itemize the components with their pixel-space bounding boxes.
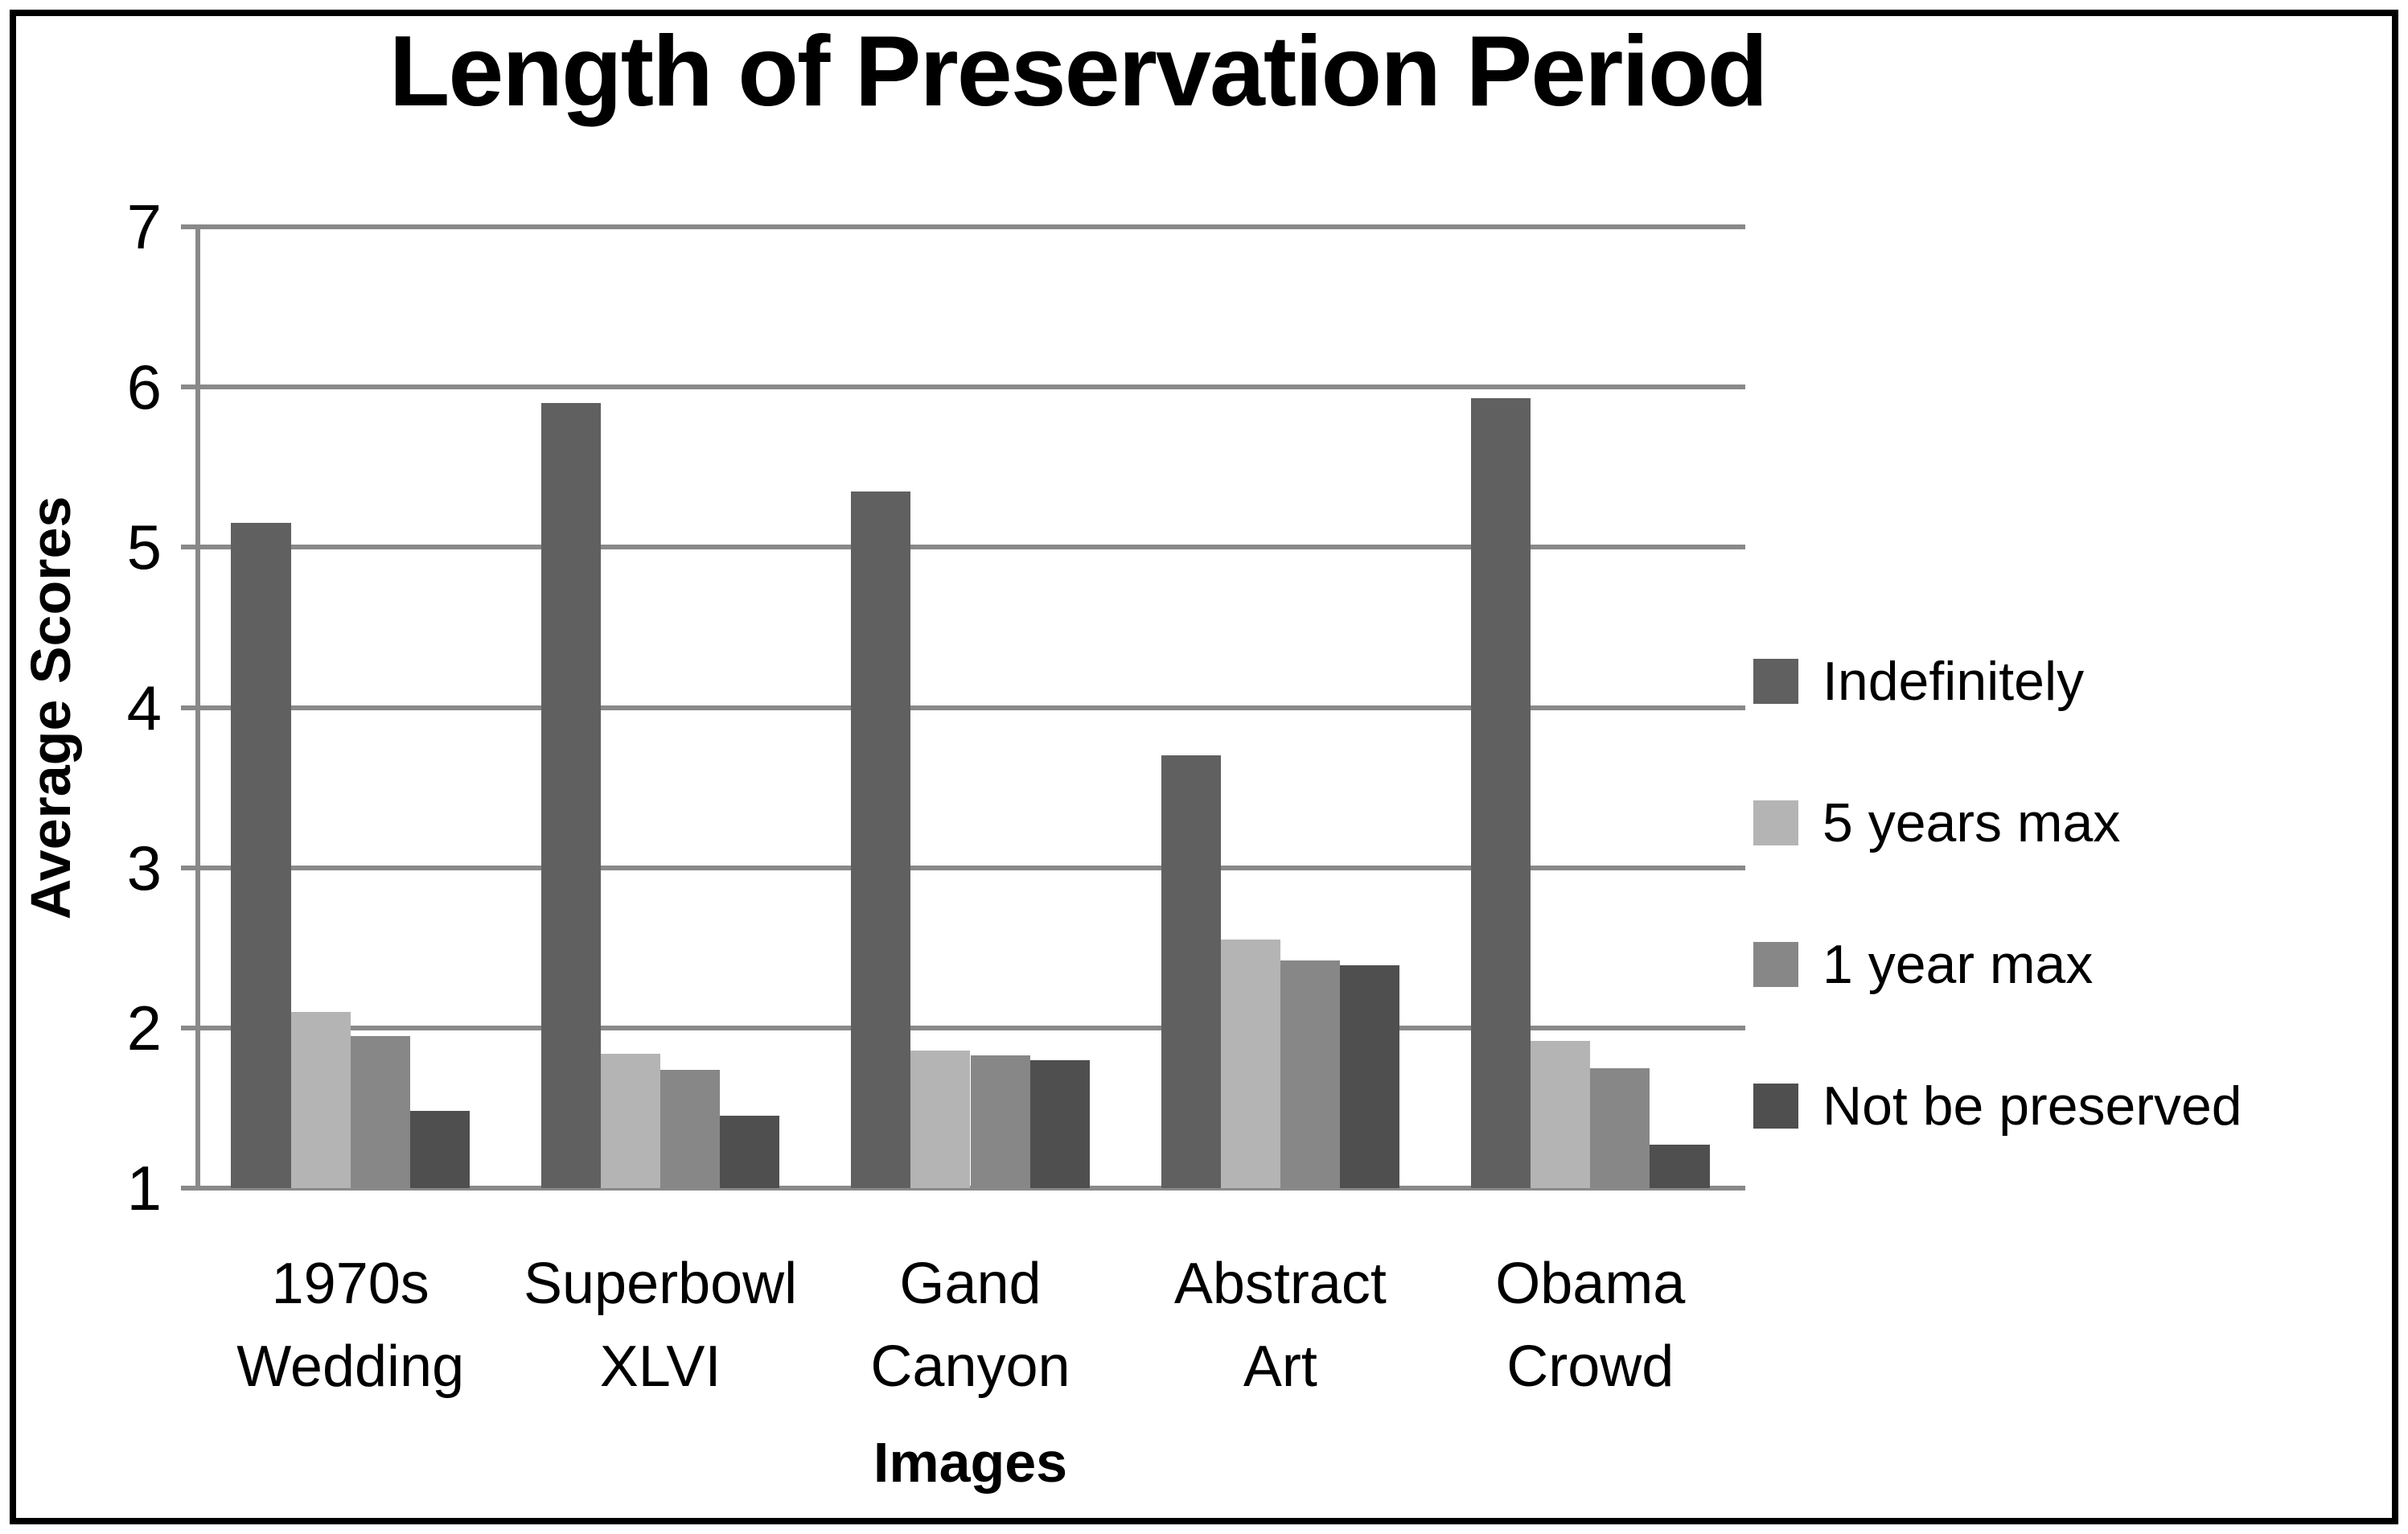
legend-item-not-be-preserved: Not be preserved <box>1753 1075 2242 1137</box>
category-label-gand-canyon: Gand Canyon <box>870 1252 1070 1399</box>
legend-label: 1 year max <box>1822 934 2094 995</box>
category-axis-labels: 1970s Wedding Superbowl XLVI Gand Canyon Abstr… <box>195 1243 1745 1412</box>
bar-1-year-max-superbowl-xlvi <box>660 1069 721 1188</box>
gridline-y-7 <box>181 224 1745 229</box>
y-tick-label-7: 7 <box>126 191 162 262</box>
bar-5-years-max-1970s-wedding <box>290 1011 351 1188</box>
y-tick-label-2: 2 <box>126 992 162 1063</box>
bar-1-year-max-gand-canyon <box>970 1055 1030 1188</box>
bar-indefinitely-abstract-art <box>1161 755 1221 1188</box>
gridline-y-2 <box>181 1025 1745 1030</box>
legend-label: Indefinitely <box>1822 651 2085 712</box>
bar-5-years-max-gand-canyon <box>910 1050 971 1188</box>
bar-5-years-max-superbowl-xlvi <box>600 1053 661 1188</box>
legend-swatch-icon <box>1753 1084 1798 1129</box>
bar-indefinitely-obama-crowd <box>1470 398 1531 1188</box>
legend-swatch-icon <box>1753 800 1798 845</box>
chart-title: Length of Preservation Period <box>388 16 1769 127</box>
bar-indefinitely-superbowl-xlvi <box>540 403 601 1188</box>
gridline-y-6 <box>181 385 1745 390</box>
bar-1-year-max-1970s-wedding <box>350 1035 410 1188</box>
bar-not-be-preserved-abstract-art <box>1340 965 1400 1188</box>
gridline-y-4 <box>181 705 1745 710</box>
gridline-y-3 <box>181 865 1745 870</box>
category-label-superbowl-xlvi: Superbowl XLVI <box>523 1252 798 1399</box>
y-tick-label-1: 1 <box>126 1153 162 1223</box>
x-axis-title: Images <box>873 1431 1068 1494</box>
y-tick-label-6: 6 <box>126 352 162 423</box>
legend-label: Not be preserved <box>1822 1075 2242 1137</box>
bar-indefinitely-gand-canyon <box>851 491 911 1188</box>
category-label-1970s-wedding: 1970s Wedding <box>236 1252 465 1399</box>
legend-item-indefinitely: Indefinitely <box>1753 650 2242 713</box>
legend-item-5-years-max: 5 years max <box>1753 792 2242 854</box>
category-label-abstract-art: Abstract Art <box>1173 1252 1387 1399</box>
bar-not-be-preserved-gand-canyon <box>1029 1059 1090 1188</box>
y-tick-label-3: 3 <box>126 832 162 903</box>
category-label-obama-crowd: Obama Crowd <box>1495 1252 1686 1399</box>
bar-5-years-max-abstract-art <box>1220 940 1280 1188</box>
bar-1-year-max-abstract-art <box>1280 960 1341 1188</box>
bar-not-be-preserved-obama-crowd <box>1650 1145 1710 1188</box>
bar-1-year-max-obama-crowd <box>1590 1067 1650 1188</box>
y-tick-label-5: 5 <box>126 512 162 583</box>
chart-border <box>10 10 2398 1524</box>
legend-item-1-year-max: 1 year max <box>1753 933 2242 996</box>
legend-label: 5 years max <box>1822 792 2121 853</box>
y-tick-label-4: 4 <box>126 672 162 743</box>
x-axis-line <box>181 1186 1745 1191</box>
bar-not-be-preserved-1970s-wedding <box>409 1111 471 1188</box>
bar-indefinitely-1970s-wedding <box>231 523 291 1188</box>
legend-swatch-icon <box>1753 659 1798 704</box>
legend-swatch-icon <box>1753 942 1798 987</box>
legend: Indefinitely 5 years max 1 year max Not be … <box>1753 650 2242 1137</box>
gridline-y-5 <box>181 545 1745 550</box>
bar-5-years-max-obama-crowd <box>1531 1040 1591 1188</box>
bar-not-be-preserved-superbowl-xlvi <box>720 1116 780 1188</box>
